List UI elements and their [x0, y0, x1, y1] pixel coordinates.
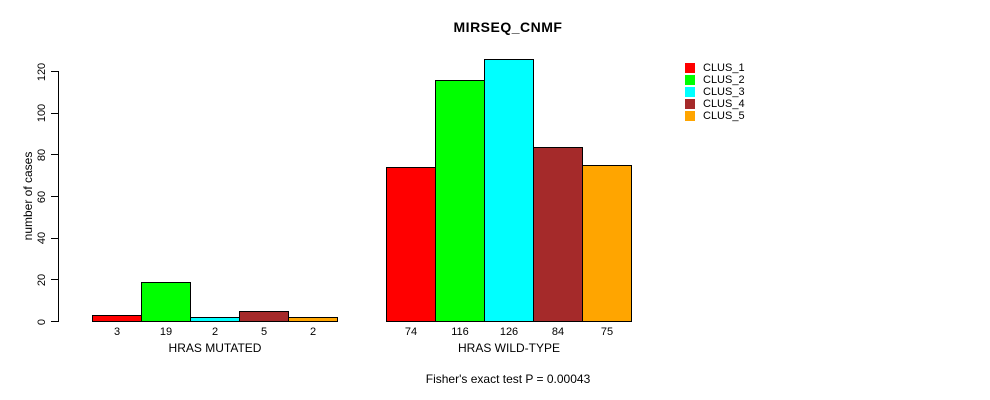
bar-value-label: 126 [499, 326, 519, 338]
bar-value-label: 2 [211, 326, 219, 338]
bar-clus-2-hras-wild-type [435, 79, 485, 322]
legend-label: CLUS_1 [703, 62, 745, 74]
legend-label: CLUS_3 [703, 86, 745, 98]
legend-label: CLUS_2 [703, 74, 745, 86]
y-tick-label: 120 [36, 62, 48, 81]
bar-value-label: 74 [404, 326, 418, 338]
y-tick-mark [51, 196, 58, 197]
legend-item-clus-1: CLUS_1 [685, 62, 745, 74]
y-tick-mark [51, 237, 58, 239]
y-tick-label: 20 [36, 273, 48, 286]
legend-label: CLUS_5 [703, 110, 745, 122]
bar-clus-4-hras-mutated [239, 311, 289, 322]
bar-clus-1-hras-wild-type [386, 167, 436, 322]
legend-item-clus-3: CLUS_3 [685, 86, 745, 98]
bar-clus-5-hras-mutated [288, 317, 338, 322]
bar-clus-4-hras-wild-type [533, 146, 583, 322]
y-tick-label: 80 [36, 148, 48, 161]
bar-value-label: 3 [113, 326, 121, 338]
category-label-hras-wild-type: HRAS WILD-TYPE [457, 341, 561, 355]
bar-clus-2-hras-mutated [141, 281, 191, 322]
legend-swatch-clus-1 [685, 63, 695, 73]
y-tick-label: 0 [36, 318, 48, 325]
bar-value-label: 19 [159, 326, 173, 338]
legend-item-clus-4: CLUS_4 [685, 98, 745, 110]
legend-swatch-clus-2 [685, 75, 695, 85]
bar-value-label: 84 [551, 326, 565, 338]
y-tick-label: 40 [36, 232, 48, 245]
legend-item-clus-2: CLUS_2 [685, 74, 745, 86]
caption-text: Fisher's exact test P = 0.00043 [425, 372, 591, 386]
legend-swatch-clus-4 [685, 99, 695, 109]
bar-value-label: 5 [260, 326, 268, 338]
y-tick-mark [51, 112, 58, 114]
y-tick-label: 60 [36, 190, 48, 203]
y-axis-line [58, 71, 59, 322]
bar-clus-3-hras-wild-type [484, 59, 534, 322]
bar-value-label: 2 [309, 326, 317, 338]
bar-value-label: 75 [600, 326, 614, 338]
category-label-hras-mutated: HRAS MUTATED [168, 341, 262, 355]
y-tick-label: 100 [36, 103, 48, 123]
bar-clus-3-hras-mutated [190, 317, 240, 322]
legend-swatch-clus-3 [685, 87, 695, 97]
y-tick-mark [51, 279, 58, 281]
legend: CLUS_1 CLUS_2 CLUS_3 CLUS_4 CLUS_5 [685, 62, 745, 122]
bar-value-label: 116 [451, 326, 469, 338]
bar-clus-1-hras-mutated [92, 315, 142, 322]
legend-item-clus-5: CLUS_5 [685, 110, 745, 122]
y-tick-mark [51, 71, 58, 72]
chart-title: MIRSEQ_CNMF [453, 19, 563, 35]
legend-swatch-clus-5 [685, 111, 695, 121]
bar-clus-5-hras-wild-type [582, 165, 632, 322]
y-tick-mark [51, 154, 58, 156]
y-tick-mark [51, 321, 58, 322]
y-axis-title: number of cases [21, 151, 35, 241]
legend-label: CLUS_4 [703, 98, 745, 110]
